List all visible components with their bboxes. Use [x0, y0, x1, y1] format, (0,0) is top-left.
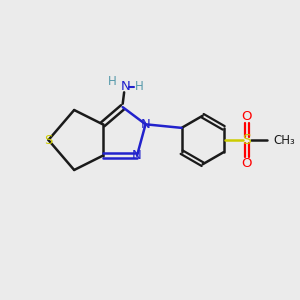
Text: S: S — [242, 133, 251, 147]
Text: N: N — [132, 149, 142, 162]
Text: H: H — [108, 75, 116, 88]
Text: O: O — [241, 157, 252, 170]
Text: O: O — [241, 110, 252, 123]
Text: N: N — [121, 80, 130, 93]
Text: CH₃: CH₃ — [273, 134, 295, 146]
Text: N: N — [141, 118, 150, 131]
Text: H: H — [135, 80, 143, 93]
Text: S: S — [44, 134, 53, 146]
